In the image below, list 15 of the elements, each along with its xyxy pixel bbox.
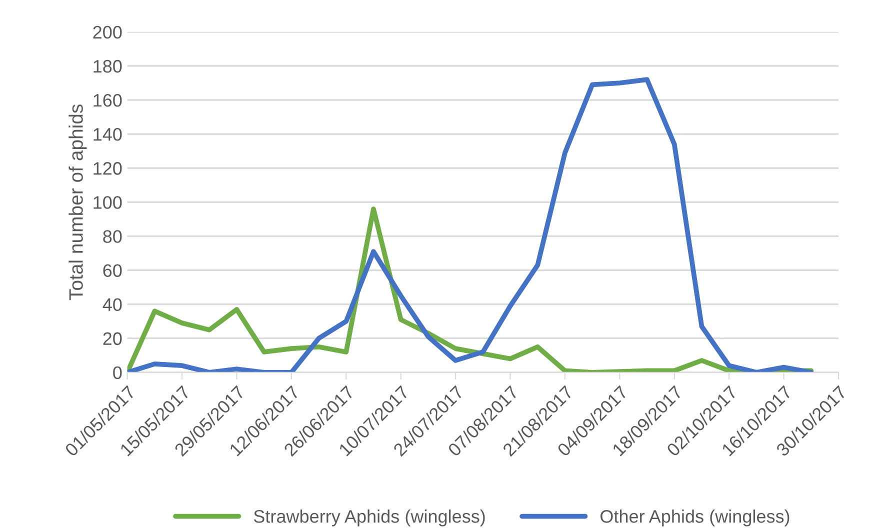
y-tick-label: 20: [103, 332, 122, 346]
y-tick-label: 60: [103, 264, 122, 277]
line-series: [127, 77, 814, 372]
y-tick-label: 80: [103, 230, 122, 243]
y-tick-label: 160: [94, 94, 122, 107]
y-tick-label: 200: [93, 26, 122, 39]
y-tick-label: 100: [94, 196, 122, 209]
y-tick-label: 120: [94, 162, 122, 175]
legend-label: Other Aphids (wingless): [600, 510, 790, 526]
legend-label: Strawberry Aphids (wingless): [254, 510, 485, 526]
y-tick-label: 140: [94, 128, 122, 141]
y-tick-label: 180: [94, 60, 122, 73]
y-tick-label: 0: [113, 366, 122, 380]
y-axis-title: Total number of aphids: [68, 104, 87, 300]
y-tick-label: 40: [102, 298, 122, 312]
